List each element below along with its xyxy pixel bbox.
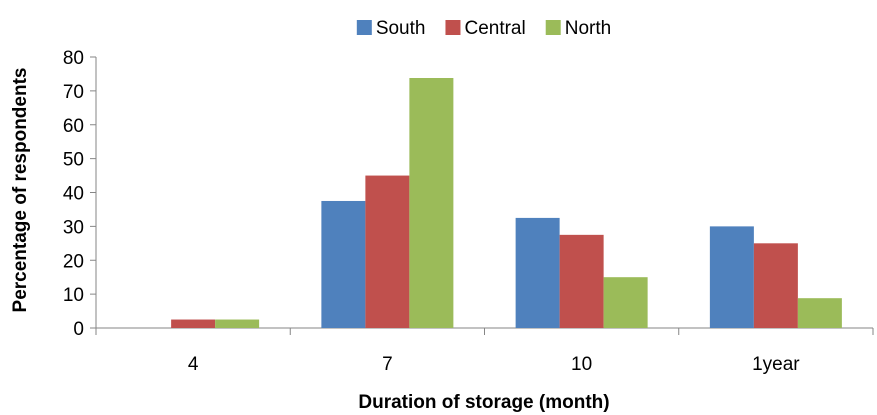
bar	[797, 298, 842, 328]
y-tick-label: 40	[63, 184, 84, 205]
bar	[409, 78, 454, 328]
y-tick-label: 60	[63, 116, 84, 137]
x-tick-label: 7	[382, 354, 393, 375]
legend: South Central North	[356, 18, 611, 39]
bar	[365, 175, 410, 328]
y-tick-label: 10	[63, 285, 84, 306]
legend-swatch	[545, 20, 561, 35]
y-tick-label: 20	[63, 251, 84, 272]
bar	[515, 217, 560, 328]
y-tick-label: 70	[63, 82, 84, 103]
legend-label: Central	[464, 18, 525, 39]
bar	[603, 277, 648, 328]
y-tick-label: 80	[63, 48, 84, 69]
y-tick-label: 0	[73, 319, 84, 340]
bar	[215, 319, 260, 328]
legend-label: South	[376, 18, 426, 39]
x-tick-label: 10	[571, 354, 592, 375]
x-tick-label: 4	[188, 354, 199, 375]
bars	[171, 78, 842, 328]
bar	[559, 234, 604, 328]
bar	[709, 226, 754, 328]
y-tick-label: 50	[63, 150, 84, 171]
x-tick-label: 1year	[752, 354, 800, 375]
y-axis: 0 10 20 30 40 50 60 70 80	[63, 48, 97, 340]
x-axis-title: Duration of storage (month)	[358, 392, 609, 413]
legend-label: North	[565, 18, 611, 39]
y-tick-label: 30	[63, 217, 84, 238]
bar	[321, 200, 366, 328]
legend-swatch	[356, 20, 372, 35]
legend-swatch	[445, 20, 461, 35]
y-axis-title: Percentage of respondents	[10, 68, 31, 313]
bar	[171, 319, 216, 328]
x-axis: 4 7 10 1year	[95, 327, 874, 375]
bar	[753, 243, 798, 328]
